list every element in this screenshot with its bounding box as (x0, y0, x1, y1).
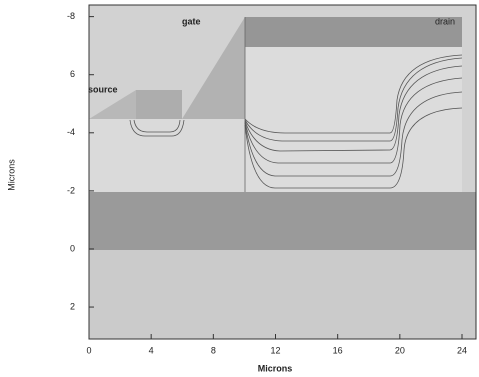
contour (133, 119, 181, 133)
x-axis-label: Microns (258, 363, 293, 373)
contour (244, 107, 463, 189)
y-tick-label: -8 (67, 11, 75, 21)
region-label: drain (435, 16, 455, 26)
contour (244, 77, 463, 164)
y-axis-label: Microns (6, 159, 16, 191)
x-tick-label: 8 (211, 345, 216, 355)
contour (129, 119, 185, 137)
substrate-layer (89, 250, 476, 339)
y-tick-label: -4 (67, 127, 75, 137)
x-tick-label: 20 (395, 345, 405, 355)
y-tick-label: 0 (70, 243, 75, 253)
plot-frame (88, 4, 477, 340)
source-slope (89, 90, 136, 119)
device-structure (88, 4, 477, 340)
x-tick-label: 24 (457, 345, 467, 355)
source-contact (136, 90, 182, 119)
contour (244, 54, 463, 134)
y-tick-label: -2 (67, 185, 75, 195)
drain-top (245, 17, 462, 47)
contour (244, 57, 463, 142)
x-tick-label: 0 (86, 345, 91, 355)
y-tick-label: 6 (70, 69, 75, 79)
contour (244, 65, 463, 152)
y-tick-label: 2 (70, 301, 75, 311)
contour (244, 91, 463, 177)
x-tick-label: 12 (270, 345, 280, 355)
gate-region (182, 17, 245, 119)
drain-region (245, 47, 462, 192)
region-label: gate (182, 16, 201, 26)
buried-layer (89, 192, 476, 250)
x-tick-label: 4 (149, 345, 154, 355)
x-tick-label: 16 (333, 345, 343, 355)
region-label: source (88, 84, 118, 94)
